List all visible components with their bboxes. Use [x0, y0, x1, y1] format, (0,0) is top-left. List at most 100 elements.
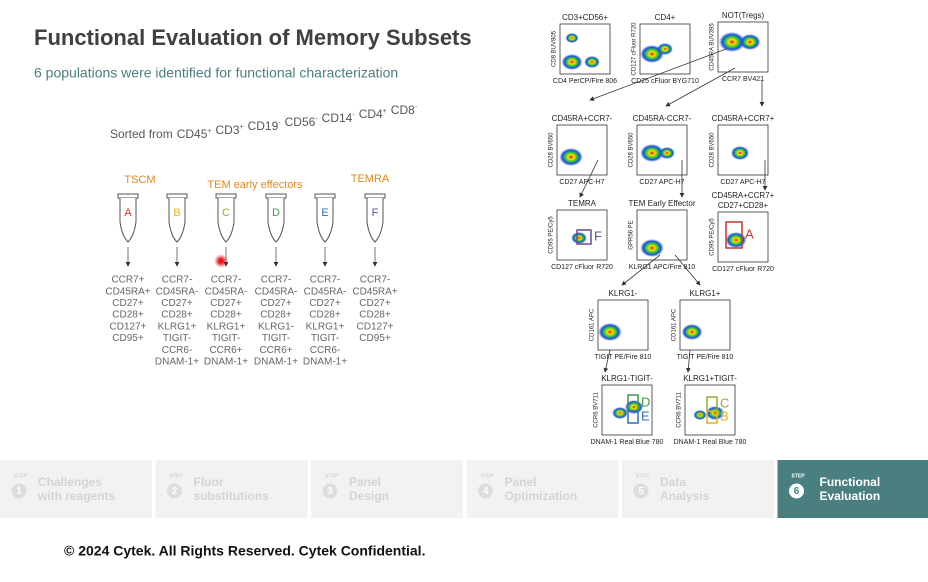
- step-label: Challenges: [38, 475, 102, 489]
- density: [561, 54, 583, 70]
- phenotype: CCR7+: [111, 275, 144, 286]
- marker-sign: +: [207, 128, 211, 135]
- step-circle: [11, 483, 27, 499]
- phenotype: TIGIT-: [163, 333, 191, 344]
- phenotype: CD45RA+: [105, 286, 150, 297]
- tube: [119, 198, 137, 243]
- x-axis-label: CD4 PerCP/Fire 806: [553, 78, 617, 85]
- x-axis-label: CD127 cFluor R720: [712, 266, 774, 273]
- arrow: [685, 349, 691, 373]
- x-axis-label: KLRG1 APC/Fire 810: [629, 264, 696, 271]
- y-axis-label: CD28 BV650: [629, 132, 635, 168]
- marker-sign: -: [352, 112, 355, 119]
- marker-sign: -: [278, 120, 281, 127]
- plot-frame: [556, 209, 608, 261]
- step-number: 6: [794, 486, 800, 497]
- step-tag: STEP: [325, 473, 339, 479]
- phenotype: CCR7-: [360, 275, 391, 286]
- plot-title: CD3+CD56+: [562, 13, 608, 22]
- gate: [576, 229, 592, 245]
- phenotype: CD28+: [112, 310, 144, 321]
- phenotype: CD28+: [260, 310, 292, 321]
- phenotype: CD28+: [161, 310, 193, 321]
- x-axis-label: CCR7 BV421: [722, 76, 764, 83]
- step-tag: STEP: [792, 473, 806, 479]
- phenotype: CCR7-: [310, 275, 341, 286]
- y-axis-label: CD45RA BUV395: [710, 23, 716, 71]
- phenotype: DNAM-1+: [254, 357, 298, 368]
- step-number: 1: [16, 486, 22, 497]
- density: [584, 56, 600, 68]
- phenotype: CD27+: [210, 298, 242, 309]
- gate: [725, 221, 743, 249]
- x-axis-label: TIGIT PE/Fire 810: [677, 354, 734, 361]
- marker-sign: -: [315, 116, 318, 123]
- density: [725, 232, 747, 248]
- step-label: Evaluation: [820, 489, 881, 503]
- plot-frame: [636, 209, 688, 261]
- phenotype: CD27+: [309, 298, 341, 309]
- plot-title: TEM Early Effector: [629, 199, 696, 208]
- phenotype: CCR7-: [261, 275, 292, 286]
- arrow: [579, 159, 599, 198]
- phenotype: DNAM-1+: [303, 357, 347, 368]
- step-label: with reagents: [37, 489, 116, 503]
- step-number: 2: [172, 486, 178, 497]
- tube-letter: C: [222, 207, 230, 219]
- step-label: Data: [660, 475, 686, 489]
- plot-frame: [717, 21, 769, 73]
- step-circle: [633, 483, 649, 499]
- plot-title: KLRG1-: [609, 289, 638, 298]
- group-label: TSCM: [124, 174, 155, 186]
- gate-label: F: [594, 228, 602, 243]
- phenotype: TIGIT-: [212, 333, 240, 344]
- tube-letter: B: [173, 207, 180, 219]
- marker-name: CD3: [215, 123, 239, 137]
- density: [598, 323, 622, 341]
- density: [659, 147, 675, 159]
- tube: [366, 198, 384, 243]
- y-axis-label: CD127 cFluor R720: [632, 22, 638, 76]
- phenotype: CD28+: [210, 310, 242, 321]
- plot-title: CD45RA-CCR7-: [633, 114, 692, 123]
- gate-label: D: [641, 394, 650, 409]
- footer: © 2024 Cytek. All Rights Reserved. Cytek…: [64, 543, 425, 559]
- density: [640, 144, 664, 162]
- density: [559, 148, 583, 166]
- plot-frame: [636, 124, 688, 176]
- gate-label: E: [641, 408, 650, 423]
- y-axis-label: GPR56 PE: [629, 220, 635, 249]
- step-circle: [167, 483, 182, 499]
- y-axis-label: CD8 BUV805: [552, 30, 558, 67]
- phenotype: CD127+: [357, 321, 394, 332]
- plot-frame: [717, 211, 769, 263]
- phenotype: KLRG1+: [207, 321, 246, 332]
- density: [719, 32, 745, 52]
- phenotype: CCR6+: [259, 345, 292, 356]
- plot-title: CD45RA+CCR7+: [712, 191, 775, 200]
- phenotype: CCR7-: [162, 275, 193, 286]
- gate-label: B: [720, 408, 729, 423]
- phenotype: KLRG1-: [258, 321, 294, 332]
- plot-title: NOT(Tregs): [722, 11, 765, 20]
- density: [612, 407, 628, 419]
- plot-title: KLRG1+: [690, 289, 721, 298]
- tube-rim: [117, 193, 139, 199]
- arrow: [603, 349, 611, 373]
- phenotype: CD45RA-: [205, 286, 248, 297]
- marker-name: CD14: [322, 111, 353, 125]
- density: [571, 232, 587, 244]
- x-axis-label: DNAM-1 Real Blue 780: [591, 439, 664, 446]
- x-axis-label: CD27 APC-H7: [720, 179, 765, 186]
- density: [657, 43, 673, 55]
- phenotype: KLRG1+: [158, 321, 197, 332]
- step-label: Panel: [349, 475, 381, 489]
- tube-letter: F: [372, 207, 379, 219]
- y-axis-label: CD95 PE/Cy5: [710, 218, 716, 256]
- phenotype: CD28+: [359, 310, 391, 321]
- tube-letter: D: [272, 207, 280, 219]
- phenotype: CCR7-: [211, 275, 242, 286]
- marker-sign: +: [240, 124, 244, 131]
- tube: [168, 198, 186, 243]
- x-axis-label: CD27 APC-H7: [639, 179, 684, 186]
